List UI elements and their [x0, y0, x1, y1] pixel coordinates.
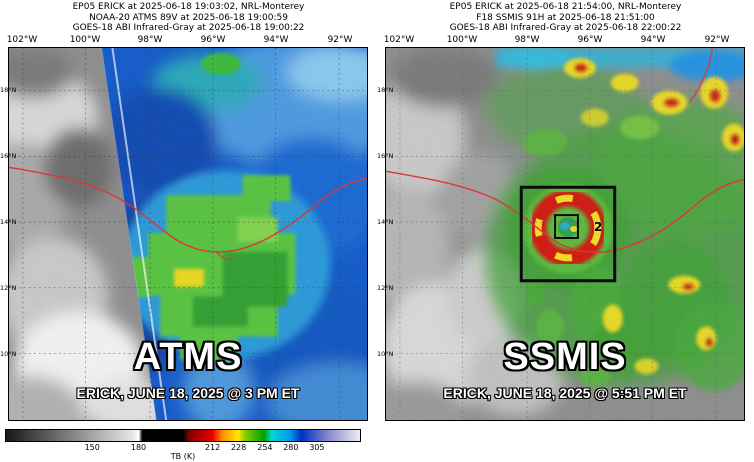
header-line-1: EP05 ERICK at 2025-06-18 19:03:02, NRL-M…: [72, 2, 305, 12]
colorbar-tick: 254: [257, 443, 273, 452]
lon-tick-label: 102°W: [383, 35, 415, 45]
header-line-3: GOES-18 ABI Infrared-Gray at 2025-06-18 …: [72, 23, 305, 33]
colorbar-tick: 212: [204, 443, 221, 452]
lat-tick-label: 18°N: [0, 86, 17, 94]
sensor-name-label: ATMS: [133, 336, 243, 378]
lat-tick-label: 10°N: [0, 350, 17, 358]
lat-tick-label: 12°N: [377, 284, 394, 292]
colorbar-tick: 228: [230, 443, 247, 452]
lon-tick-label: 94°W: [640, 35, 666, 45]
sensor-name-label: SSMIS: [503, 336, 627, 378]
lon-tick-label: 92°W: [327, 35, 353, 45]
lat-tick-label: 14°N: [377, 218, 394, 226]
header-atms: EP05 ERICK at 2025-06-18 19:03:02, NRL-M…: [0, 2, 377, 34]
colorbar-unit-label: TB (K): [170, 452, 196, 461]
lat-tick-label: 10°N: [377, 350, 394, 358]
storm-caption: ERICK, JUNE 18, 2025 @ 3 PM ET: [76, 385, 300, 401]
lon-tick-label: 102°W: [6, 35, 38, 45]
lon-tick-label: 98°W: [514, 35, 540, 45]
storm-caption: ERICK, JUNE 18, 2025 @ 5:51 PM ET: [443, 385, 687, 401]
colorbar-tick: 305: [309, 443, 325, 452]
lon-tick-label: 94°W: [263, 35, 289, 45]
header-line-2: NOAA-20 ATMS 89V at 2025-06-18 19:00:59: [89, 12, 288, 23]
lon-tick-label: 96°W: [577, 35, 603, 45]
lon-tick-label: 96°W: [200, 35, 226, 45]
colorbar-tick: 180: [130, 443, 147, 452]
atms-map-image: [9, 48, 367, 420]
atms-map: ATMS ERICK, JUNE 18, 2025 @ 3 PM ET: [8, 47, 368, 421]
lon-tick-label: 98°W: [137, 35, 163, 45]
colorbar-tick: 280: [283, 443, 299, 452]
lon-tick-label: 100°W: [69, 35, 101, 45]
ssmis-map-image: [386, 48, 744, 420]
lat-tick-label: 12°N: [0, 284, 17, 292]
lat-tick-label: 16°N: [0, 152, 17, 160]
header-line-3: GOES-18 ABI Infrared-Gray at 2025-06-18 …: [449, 23, 682, 33]
tb-colorbar: [5, 429, 361, 442]
header-line-2: F18 SSMIS 91H at 2025-06-18 21:51:00: [476, 12, 655, 23]
panel-atms: EP05 ERICK at 2025-06-18 19:03:02, NRL-M…: [0, 0, 377, 430]
lat-tick-label: 18°N: [377, 86, 394, 94]
lon-tick-label: 92°W: [704, 35, 730, 45]
lat-tick-label: 16°N: [377, 152, 394, 160]
lon-tick-label: 100°W: [446, 35, 478, 45]
panel-ssmis: EP05 ERICK at 2025-06-18 21:54:00, NRL-M…: [377, 0, 754, 430]
ssmis-map: 2 SSMIS ERICK, JUNE 18, 2025 @ 5:51 PM E…: [385, 47, 745, 421]
lat-tick-label: 14°N: [0, 218, 17, 226]
colorbar-area: 150 180 212 228 254 280 305 TB (K): [5, 429, 361, 461]
header-ssmis: EP05 ERICK at 2025-06-18 21:54:00, NRL-M…: [377, 2, 754, 34]
analysis-box-number: 2: [594, 220, 603, 234]
header-line-1: EP05 ERICK at 2025-06-18 21:54:00, NRL-M…: [449, 2, 682, 12]
colorbar-tick: 150: [84, 443, 100, 452]
